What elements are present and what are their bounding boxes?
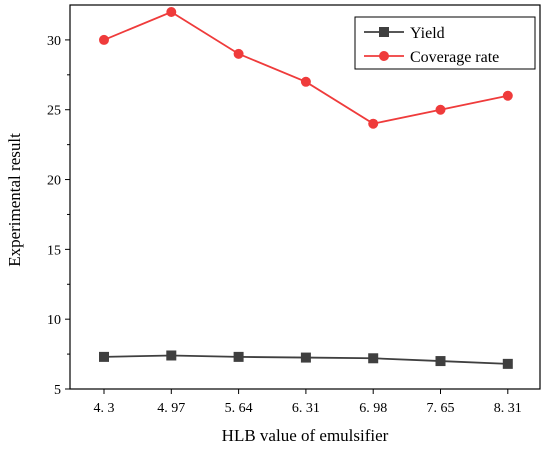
data-point <box>166 6 177 17</box>
x-axis-title: HLB value of emulsifier <box>222 426 389 445</box>
plot-border <box>69 4 541 390</box>
legend-label-yield: Yield <box>410 25 445 42</box>
x-tick-label: 8. 31 <box>494 401 522 416</box>
data-point <box>502 358 513 369</box>
data-point <box>300 352 311 363</box>
y-tick-label: 10 <box>47 313 61 328</box>
data-point <box>99 34 109 45</box>
y-tick-label: 15 <box>47 243 61 258</box>
legend: Yield Coverage rate <box>354 16 536 70</box>
legend-marker-circle <box>379 51 389 61</box>
y-tick-label: 30 <box>47 34 61 49</box>
plot-frame <box>69 4 541 390</box>
series-layer <box>99 6 513 369</box>
x-tick-label: 7. 65 <box>427 401 455 416</box>
y-tick-label: 20 <box>47 174 61 189</box>
legend-marker-square <box>379 27 389 37</box>
y-axis-ticks: 5 10 15 20 25 30 <box>47 34 70 398</box>
legend-label-coverage: Coverage rate <box>410 49 499 66</box>
data-point <box>435 104 446 115</box>
data-point <box>233 48 244 59</box>
x-tick-label: 5. 64 <box>225 401 253 416</box>
y-axis-title: Experimental result <box>5 133 24 267</box>
y-tick-label: 5 <box>54 383 61 398</box>
y-tick-label: 25 <box>47 104 61 119</box>
series-coverage-rate <box>99 6 513 129</box>
x-axis-ticks: 4. 3 4. 97 5. 64 6. 31 6. 98 7. 65 8. 31 <box>94 389 522 416</box>
data-point <box>233 351 244 362</box>
data-point <box>368 118 379 129</box>
x-tick-label: 6. 31 <box>292 401 320 416</box>
data-point <box>166 350 177 361</box>
data-point <box>99 351 109 362</box>
data-point <box>368 353 379 364</box>
series-yield <box>99 350 513 369</box>
x-tick-label: 6. 98 <box>359 401 387 416</box>
data-point <box>502 90 513 101</box>
data-point <box>300 76 311 87</box>
x-tick-label: 4. 97 <box>157 401 185 416</box>
data-point <box>435 356 446 367</box>
x-tick-label: 4. 3 <box>94 401 115 416</box>
